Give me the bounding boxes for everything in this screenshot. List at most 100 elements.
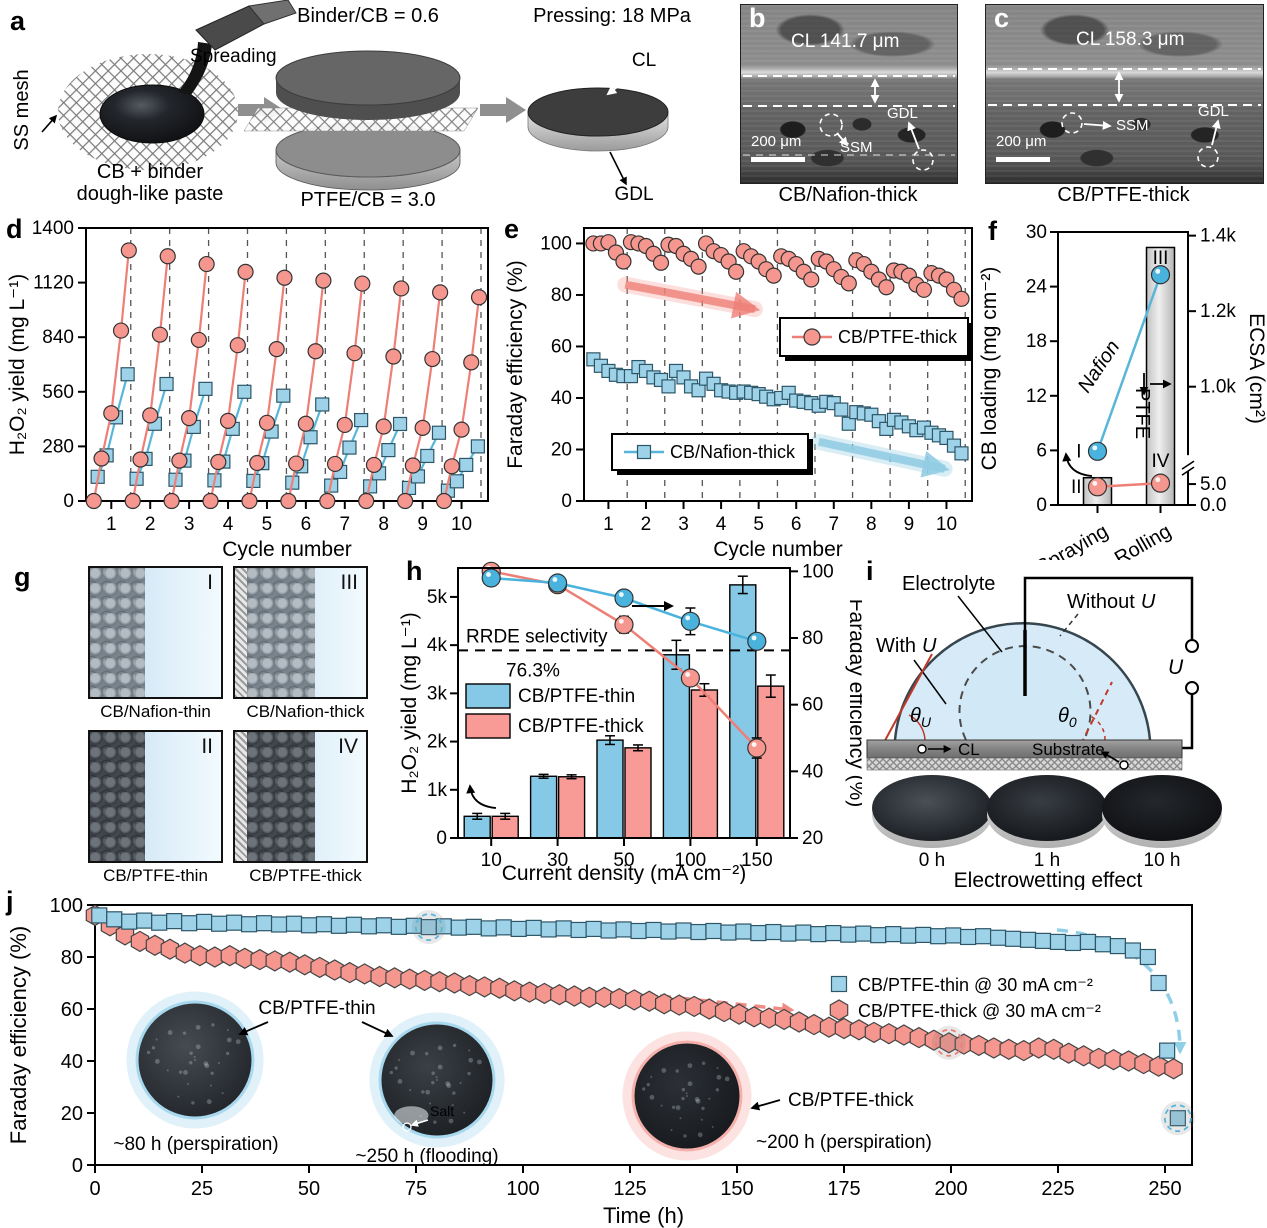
electrode-photo-10h xyxy=(1102,775,1222,848)
gdl-label: GDL xyxy=(614,184,653,205)
electrode-photo-0h xyxy=(872,775,992,848)
paste-blob xyxy=(99,84,205,144)
with-u-label: With U xyxy=(876,635,937,657)
svg-text:100: 100 xyxy=(506,1178,539,1200)
svg-text:Faraday efficiency (%): Faraday efficiency (%) xyxy=(845,599,862,808)
svg-text:9: 9 xyxy=(904,514,915,535)
svg-text:1120: 1120 xyxy=(33,273,74,294)
ssm-label-c: SSM xyxy=(1116,117,1149,134)
scalebar-text-c: 200 μm xyxy=(996,133,1047,150)
ssm-label-b: SSM xyxy=(840,139,873,156)
caption-c: CB/PTFE-thick xyxy=(1057,184,1190,206)
cl-contact-dot xyxy=(917,744,927,754)
contact-angle-u-arc xyxy=(908,714,926,741)
gdl-disc-top xyxy=(527,87,669,137)
ss-mesh-label: SS mesh xyxy=(11,69,33,150)
mesh-hatch xyxy=(235,568,247,697)
plot-d: 0 280 560 840 1120 1400 1 2 3 4 5 6 7 8 9 10 Cycle numbe… xyxy=(6,218,489,560)
press-top-disc xyxy=(275,50,461,106)
svg-text:I: I xyxy=(1076,441,1081,462)
svg-text:CB/Nafion-thick: CB/Nafion-thick xyxy=(670,442,796,462)
svg-text:5: 5 xyxy=(753,514,764,535)
svg-text:5.0: 5.0 xyxy=(1200,474,1226,495)
svg-text:20: 20 xyxy=(802,828,823,849)
particle-band xyxy=(247,568,316,697)
svg-text:1k: 1k xyxy=(427,780,448,801)
svg-text:100: 100 xyxy=(802,561,834,582)
svg-text:100: 100 xyxy=(50,895,83,917)
svg-text:1400: 1400 xyxy=(32,218,74,239)
caption-ptfe-thick: CB/PTFE-thick xyxy=(249,866,362,885)
svg-text:560: 560 xyxy=(42,382,74,403)
step-arrow-2 xyxy=(480,97,526,123)
panel-b-label: b xyxy=(749,4,766,33)
svg-text:1: 1 xyxy=(106,514,117,535)
catalyst-layer-schematics: I III CB/Nafion-thin CB/Nafion-thick II … xyxy=(0,560,400,890)
svg-text:PTFE: PTFE xyxy=(1131,388,1153,439)
time-0h: 0 h xyxy=(919,850,945,871)
svg-text:Faraday efficiency (%): Faraday efficiency (%) xyxy=(6,926,31,1144)
svg-text:18: 18 xyxy=(1026,331,1047,352)
svg-text:76.3%: 76.3% xyxy=(506,660,560,681)
svg-text:1: 1 xyxy=(603,514,614,535)
without-u-label: Without U xyxy=(1067,591,1156,613)
svg-text:0: 0 xyxy=(436,828,447,849)
svg-text:4k: 4k xyxy=(427,635,448,656)
svg-text:III: III xyxy=(1153,248,1169,269)
svg-text:175: 175 xyxy=(827,1178,860,1200)
chart-cb-loading-ecsa: 06121824300.05.01.0k1.2k1.4kIIIIIIIVNafi… xyxy=(978,222,1267,560)
svg-text:1.2k: 1.2k xyxy=(1200,301,1236,322)
numeral-IV: IV xyxy=(338,735,358,758)
svg-text:6: 6 xyxy=(1036,440,1047,461)
svg-text:~80 h (perspiration): ~80 h (perspiration) xyxy=(113,1134,278,1155)
svg-text:0: 0 xyxy=(1036,495,1047,516)
ptfe-ratio-label: PTFE/CB = 3.0 xyxy=(300,189,435,211)
plot-e: 0 20 40 60 80 100 1 2 3 4 5 6 7 8 9 10 CB/PTFE-thick CB/N… xyxy=(504,227,973,560)
svg-text:250: 250 xyxy=(1148,1178,1181,1200)
svg-text:H₂O₂ yield (mg L⁻¹): H₂O₂ yield (mg L⁻¹) xyxy=(6,274,29,455)
svg-text:Nafion: Nafion xyxy=(1074,337,1125,397)
contact-angle-0-arc xyxy=(1089,715,1106,741)
svg-text:0: 0 xyxy=(89,1178,100,1200)
substrate-bar xyxy=(866,739,1183,759)
particle-band xyxy=(247,732,316,861)
svg-text:30: 30 xyxy=(1026,222,1047,243)
svg-text:1.4k: 1.4k xyxy=(1200,226,1236,247)
svg-text:0.0: 0.0 xyxy=(1200,495,1226,516)
panel-h-label: h xyxy=(406,556,423,586)
sem-overlay-c xyxy=(988,68,1261,168)
svg-text:0: 0 xyxy=(561,491,572,512)
svg-text:60: 60 xyxy=(551,336,572,357)
svg-text:8: 8 xyxy=(378,514,389,535)
svg-text:80: 80 xyxy=(802,628,823,649)
binder-ratio-label: Binder/CB = 0.6 xyxy=(297,5,439,27)
svg-text:Spraying: Spraying xyxy=(1033,520,1112,560)
svg-text:10: 10 xyxy=(936,514,957,535)
contact-angle-u-tangent xyxy=(881,653,933,747)
svg-text:CB/PTFE-thick: CB/PTFE-thick xyxy=(838,327,958,347)
svg-text:125: 125 xyxy=(613,1178,646,1200)
fabrication-schematic: SS mesh Spreading CB + binder dough-like… xyxy=(11,0,692,211)
svg-text:Faraday efficiency (%): Faraday efficiency (%) xyxy=(504,260,527,469)
svg-text:ECSA (cm²): ECSA (cm²) xyxy=(1245,313,1267,424)
schematic-cb-nafion-thin: I xyxy=(88,566,223,699)
terminal-bottom xyxy=(1185,681,1199,695)
svg-text:CB/PTFE-thin: CB/PTFE-thin xyxy=(518,686,635,707)
substrate-label: Substrate xyxy=(1032,740,1105,759)
substrate-contact-dot xyxy=(1119,760,1129,770)
svg-text:20: 20 xyxy=(551,439,572,460)
svg-text:20: 20 xyxy=(61,1103,83,1125)
panel-e-label: e xyxy=(504,214,520,244)
svg-text:Rolling: Rolling xyxy=(1111,520,1175,560)
svg-text:CB/PTFE-thin @ 30 mA cm⁻²: CB/PTFE-thin @ 30 mA cm⁻² xyxy=(858,975,1093,995)
svg-text:3: 3 xyxy=(184,514,195,535)
substrate-contact-arrow xyxy=(1100,751,1120,763)
caption-ptfe-thin: CB/PTFE-thin xyxy=(103,866,208,885)
svg-text:CB/PTFE-thick: CB/PTFE-thick xyxy=(788,1090,914,1111)
svg-text:24: 24 xyxy=(1026,277,1048,298)
svg-text:2: 2 xyxy=(641,514,652,535)
svg-text:5k: 5k xyxy=(427,587,448,608)
cl-arrow xyxy=(606,73,635,96)
svg-text:9: 9 xyxy=(417,514,428,535)
